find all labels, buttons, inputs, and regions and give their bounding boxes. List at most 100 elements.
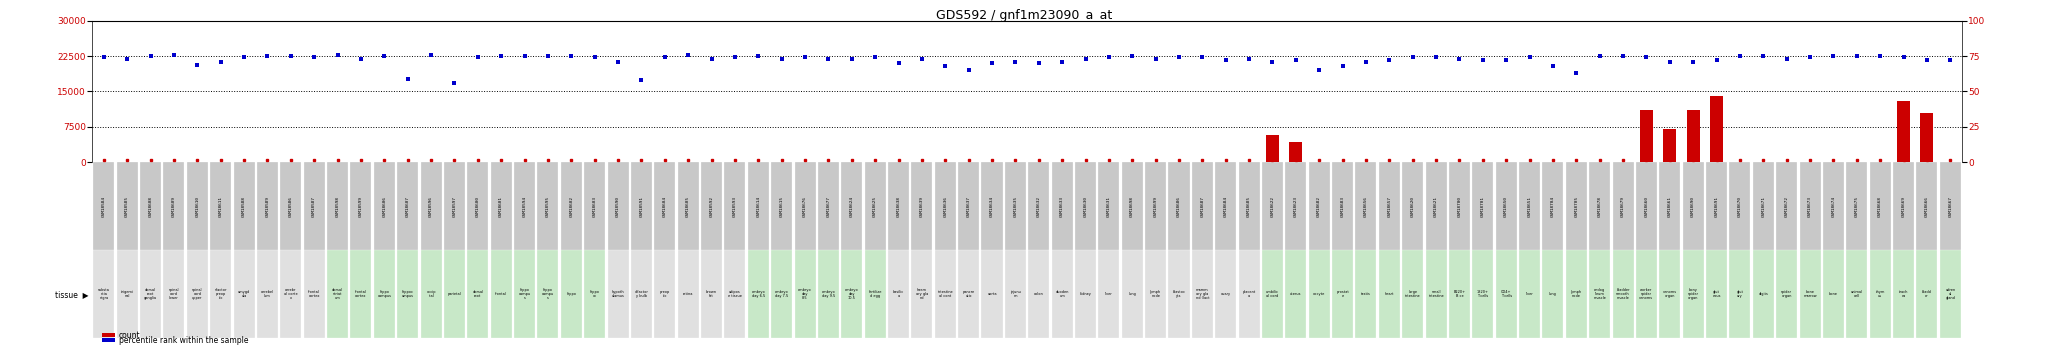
Bar	[1776, 162, 1798, 250]
Text: glut
eous: glut eous	[1712, 290, 1720, 298]
Text: cerebr
al corte
x: cerebr al corte x	[285, 288, 297, 300]
Text: GSM18686: GSM18686	[1178, 196, 1182, 217]
Point	[1466, 58, 1499, 63]
Point	[1817, 53, 1849, 59]
Bar	[608, 250, 629, 338]
Bar	[584, 162, 606, 250]
Point	[322, 52, 354, 57]
Bar	[444, 250, 465, 338]
Text: GSM18594: GSM18594	[522, 196, 526, 217]
Text: GSM18674: GSM18674	[1831, 196, 1835, 217]
Bar	[1823, 162, 1843, 250]
Point	[1677, 59, 1710, 65]
Bar	[281, 162, 301, 250]
Bar	[1098, 162, 1120, 250]
Text: GSM18668: GSM18668	[1878, 196, 1882, 217]
Point	[1794, 55, 1827, 60]
Bar	[1917, 250, 1937, 338]
Bar	[186, 250, 207, 338]
Bar	[1331, 162, 1354, 250]
Bar	[1939, 250, 1960, 338]
Bar	[1331, 250, 1354, 338]
Text: GSM18636: GSM18636	[944, 196, 948, 217]
Text: uterus: uterus	[1290, 292, 1303, 296]
Text: lymph
node: lymph node	[1571, 290, 1581, 298]
Text: GSM18675: GSM18675	[1855, 196, 1860, 217]
Bar	[1589, 162, 1610, 250]
Bar	[795, 250, 815, 338]
Text: dorsal
striat
um: dorsal striat um	[332, 288, 344, 300]
Bar	[514, 250, 535, 338]
Text: GSM18609: GSM18609	[172, 196, 176, 217]
Text: tissue  ▶: tissue ▶	[55, 289, 88, 299]
Text: GSM18704: GSM18704	[1550, 196, 1554, 217]
Text: kidney: kidney	[1079, 292, 1092, 296]
Bar	[1309, 162, 1329, 250]
Bar	[1473, 162, 1493, 250]
Text: GSM18634: GSM18634	[989, 196, 993, 217]
Point	[135, 53, 168, 59]
Text: spinal
cord
upper: spinal cord upper	[193, 288, 203, 300]
Text: GSM18605: GSM18605	[686, 196, 690, 217]
Text: retina: retina	[682, 292, 694, 296]
Point	[1911, 58, 1944, 63]
Bar	[1612, 162, 1634, 250]
Text: GSM18701: GSM18701	[1481, 196, 1485, 217]
Point	[1280, 58, 1313, 63]
Bar	[1192, 162, 1212, 250]
Bar	[1663, 129, 1675, 162]
Bar	[1683, 162, 1704, 250]
Text: GSM18677: GSM18677	[827, 196, 829, 217]
Bar	[1145, 250, 1165, 338]
Bar	[1567, 162, 1587, 250]
Bar	[467, 162, 487, 250]
Text: hippo: hippo	[567, 292, 575, 296]
Point	[1769, 56, 1802, 62]
Bar	[94, 250, 115, 338]
Bar	[981, 162, 1004, 250]
Text: GSM18700: GSM18700	[1458, 196, 1462, 217]
Text: GSM18589: GSM18589	[266, 196, 270, 217]
Point	[952, 67, 985, 73]
Bar	[1192, 250, 1212, 338]
Bar	[328, 162, 348, 250]
Text: sfactor
preop
tic: sfactor preop tic	[215, 288, 227, 300]
Bar	[1425, 250, 1446, 338]
Text: GSM18678: GSM18678	[1597, 196, 1602, 217]
Point	[555, 53, 588, 59]
Bar	[1239, 162, 1260, 250]
Text: GSM18698: GSM18698	[1130, 196, 1135, 217]
Point	[88, 55, 121, 60]
Point	[1372, 58, 1405, 63]
Text: GSM18683: GSM18683	[1341, 196, 1346, 217]
Text: substa
ntia
nigra: substa ntia nigra	[98, 288, 111, 300]
Point	[1747, 53, 1780, 59]
Bar	[1567, 250, 1587, 338]
Text: embryo
day 9.5: embryo day 9.5	[821, 290, 836, 298]
Point	[227, 55, 260, 60]
Bar	[211, 250, 231, 338]
Bar	[139, 250, 162, 338]
Text: GSM18705: GSM18705	[1575, 196, 1579, 217]
Bar	[1495, 250, 1518, 338]
Point	[1444, 56, 1477, 62]
Text: GSM18585: GSM18585	[125, 196, 129, 217]
Text: frontal
cortex: frontal cortex	[309, 290, 319, 298]
Text: adren
al
gland: adren al gland	[1946, 288, 1956, 300]
Bar	[420, 250, 442, 338]
Text: GSM18699: GSM18699	[1153, 196, 1157, 217]
Bar	[164, 250, 184, 338]
Bar	[561, 162, 582, 250]
Bar	[1290, 142, 1303, 162]
Text: GSM18595: GSM18595	[547, 196, 551, 217]
Text: brown
fat: brown fat	[707, 290, 717, 298]
Text: GSM18684: GSM18684	[1225, 196, 1227, 217]
Text: GSM18690: GSM18690	[1692, 196, 1696, 217]
Bar	[1800, 162, 1821, 250]
Bar	[1122, 162, 1143, 250]
Point	[1489, 58, 1522, 63]
Point	[414, 52, 446, 57]
Text: GSM18610: GSM18610	[195, 196, 199, 217]
Point	[788, 55, 821, 60]
Point	[649, 55, 682, 60]
